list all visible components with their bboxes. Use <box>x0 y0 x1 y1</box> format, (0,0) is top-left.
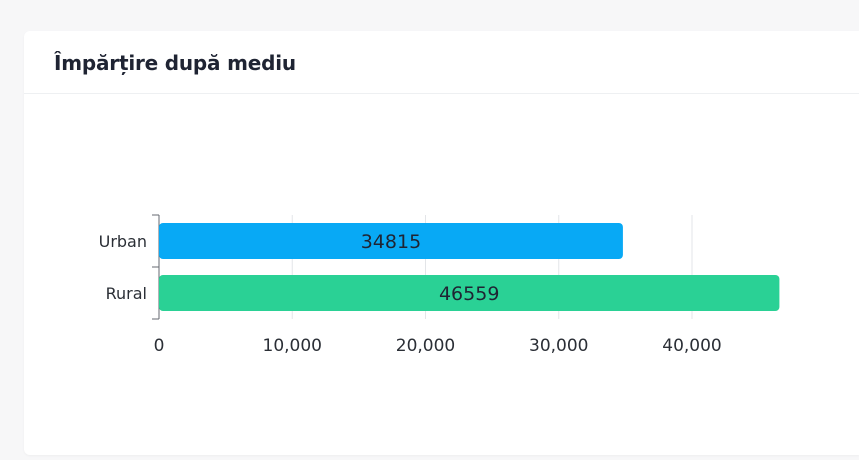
x-tick-label: 20,000 <box>396 336 455 356</box>
value-label: 34815 <box>361 231 421 253</box>
bar-chart: Urban 34815 Rural 46559 0 10,000 20,000 30,000 4… <box>99 214 780 356</box>
x-tick-label: 10,000 <box>263 336 322 356</box>
bar-urban[interactable] <box>159 223 623 259</box>
x-tick-label: 0 <box>154 336 165 356</box>
card-title: Împărțire după mediu <box>54 51 296 75</box>
category-label: Rural <box>106 284 147 303</box>
card-header: Împărțire după mediu <box>24 31 859 94</box>
chart-card: Împărțire după mediu Urban 34815 Rural 4655… <box>24 31 859 455</box>
value-label: 46559 <box>439 283 499 305</box>
category-label: Urban <box>99 232 147 251</box>
bar-rural[interactable] <box>159 275 780 311</box>
x-tick-label: 30,000 <box>529 336 588 356</box>
chart-area: Urban 34815 Rural 46559 0 10,000 20,000 30,000 4… <box>24 95 859 455</box>
x-tick-label: 40,000 <box>662 336 721 356</box>
